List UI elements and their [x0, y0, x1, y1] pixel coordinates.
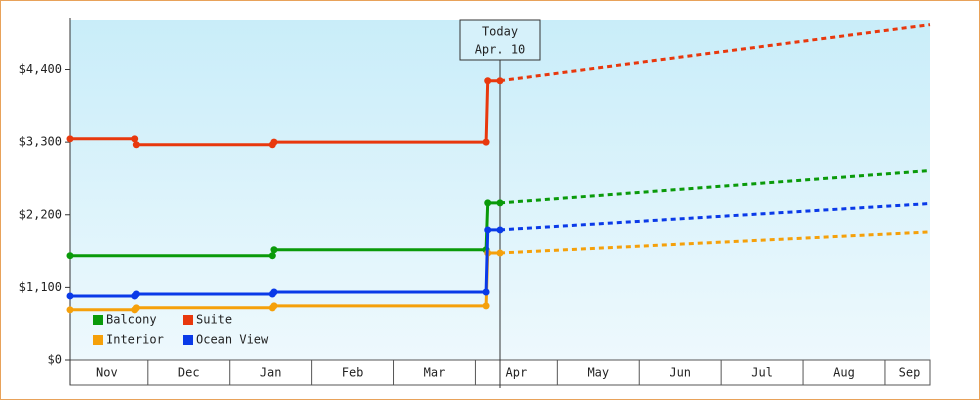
- x-tick-label: Nov: [96, 366, 118, 380]
- x-tick-label: Apr: [506, 366, 528, 380]
- point: [496, 249, 504, 257]
- x-tick-label: Jul: [751, 366, 773, 380]
- x-tick-label: Sep: [899, 366, 921, 380]
- legend-label: Ocean View: [196, 333, 269, 347]
- y-tick-label: $0: [48, 353, 62, 367]
- x-tick-label: Aug: [833, 366, 855, 380]
- x-tick-label: Mar: [424, 366, 446, 380]
- point: [132, 290, 140, 298]
- point: [131, 135, 139, 143]
- x-tick-label: Jun: [669, 366, 691, 380]
- point: [66, 252, 74, 260]
- point: [132, 141, 140, 149]
- y-tick-label: $1,100: [19, 280, 62, 294]
- today-box: [459, 19, 541, 61]
- legend-label: Suite: [196, 313, 232, 327]
- x-tick-label: Feb: [342, 366, 364, 380]
- point: [132, 304, 140, 312]
- point: [270, 288, 278, 296]
- y-tick-label: $4,400: [19, 62, 62, 76]
- point: [484, 199, 492, 207]
- legend-swatch: [183, 335, 193, 345]
- point: [482, 138, 490, 146]
- point: [270, 138, 278, 146]
- point: [268, 252, 276, 260]
- legend-swatch: [93, 315, 103, 325]
- x-tick-label: Dec: [178, 366, 200, 380]
- today-date: Apr. 10: [475, 43, 526, 57]
- point: [66, 292, 74, 300]
- point: [66, 306, 74, 314]
- point: [270, 302, 278, 310]
- point: [496, 199, 504, 207]
- point: [484, 77, 492, 85]
- today-label: Today: [482, 25, 518, 39]
- x-tick-label: May: [587, 366, 609, 380]
- point: [270, 246, 278, 254]
- point: [482, 288, 490, 296]
- forecast-line: [499, 23, 931, 83]
- x-tick-label: Jan: [260, 366, 282, 380]
- y-tick-label: $3,300: [19, 135, 62, 149]
- legend-swatch: [93, 335, 103, 345]
- point: [496, 77, 504, 85]
- point: [484, 226, 492, 234]
- y-tick-label: $2,200: [19, 207, 62, 221]
- point: [66, 135, 74, 143]
- point: [496, 226, 504, 234]
- legend-swatch: [183, 315, 193, 325]
- legend-label: Balcony: [106, 313, 157, 327]
- legend-label: Interior: [106, 333, 164, 347]
- point: [482, 302, 490, 310]
